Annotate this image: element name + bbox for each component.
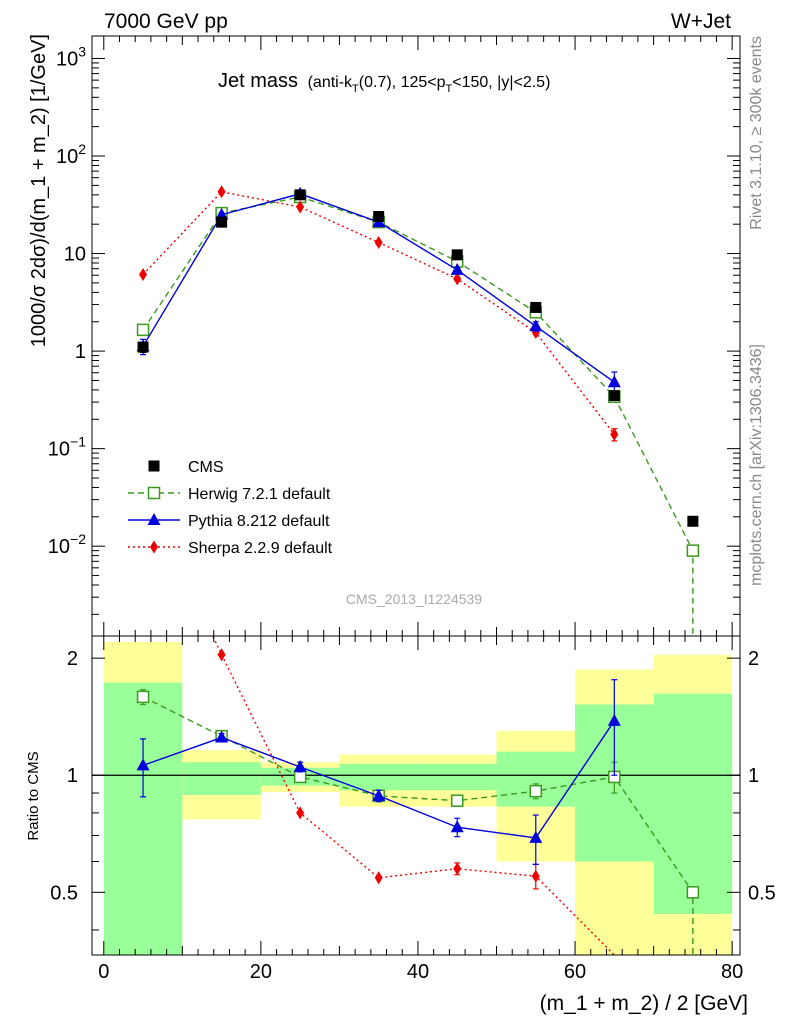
ratio-y-tick-label-right: 1 [748,765,759,787]
cms-marker [608,390,620,402]
legend-cms-marker [148,460,160,472]
title-sub-kt: T [352,83,359,95]
ratio-y-tick-label-left: 1 [67,765,78,787]
title-cuts: (anti-k [308,74,353,91]
herwig-series [136,190,700,636]
main-y-tick-label: 1 [75,341,86,363]
sherpa-marker [374,871,383,885]
mcplots-reference-label: mcplots.cern.ch [arXiv:1306.3436] [748,344,765,586]
ratio-y-tick-label-left: 2 [67,648,78,670]
sherpa-marker [296,200,305,214]
cms-marker [373,210,385,222]
cms-marker [451,249,463,261]
x-tick-label: 20 [250,961,272,983]
cms-series [137,189,699,527]
ratio-panel: 0 20 40 60 80 0.5 0.5 1 1 2 2 Ratio to CMS (m_1 + … [25,635,776,1015]
title-observable: Jet mass [218,70,298,92]
sherpa-marker [296,806,305,820]
uncertainty-band-stat [417,763,497,791]
cms-marker [687,515,699,527]
pythia-marker [450,262,464,275]
cms-marker [216,216,228,228]
sherpa-marker [217,185,226,199]
ratio-y-tick-label-left: 0.5 [50,882,78,904]
legend: CMS Herwig 7.2.1 default Pythia 8.212 defa… [128,459,333,557]
pythia-marker [372,788,386,801]
ratio-y-tick-label-right: 0.5 [748,882,776,904]
pythia-marker [450,820,464,833]
sherpa-marker [139,267,148,281]
ratio-plot-area [92,636,740,955]
legend-cms-label: CMS [188,459,224,476]
pythia-marker [136,758,150,771]
sherpa-marker [453,272,462,286]
herwig-marker [529,784,543,798]
sherpa-line [212,636,615,955]
header-channel: W+Jet [671,10,731,33]
ratio-frame [91,635,741,956]
sherpa-series [139,185,619,442]
pythia-marker [215,730,229,743]
ratio-y-tick-label-right: 2 [748,648,759,670]
herwig-marker [136,323,150,337]
ratio-axes: 0 20 40 60 80 0.5 0.5 1 1 2 2 [50,636,776,983]
main-plot-area [136,185,700,636]
x-tick-label: 40 [407,961,429,983]
ratio-series-group [92,636,740,955]
herwig-line [142,196,694,636]
sherpa-series [212,636,615,955]
main-y-tick-label: 10−2 [48,531,86,558]
main-y-tick-label: 102 [56,141,86,168]
pythia-marker [293,759,307,772]
main-series-group [136,185,700,636]
cms-marker [294,189,306,201]
title-cuts-mid: (0.7), 125<p [359,74,446,91]
uncertainty-band-stat [653,693,733,914]
pythia-marker [607,713,621,726]
herwig-marker [293,770,307,784]
ratio-y-axis-label: Ratio to CMS [25,751,42,840]
title-sub-pt: T [446,83,453,95]
main-y-tick-label: 103 [56,43,86,70]
cms-marker [137,341,149,353]
title-cuts-post: <150, |y|<2.5) [452,74,550,91]
main-y-axis-label: 1000/σ 2dσ)/d(m_1 + m_2) [1/GeV] [28,34,50,347]
herwig-marker [686,886,700,899]
main-title: Jet mass (anti-kT(0.7), 125<pT<150, |y|<… [218,70,550,95]
pythia-marker [607,375,621,388]
legend-pythia-marker [147,513,161,525]
pythia-marker [529,830,543,843]
main-y-tick-label: 10−1 [48,434,86,461]
legend-herwig-marker [147,486,161,500]
uncertainty-band-stat [182,762,261,795]
herwig-marker [686,544,700,557]
legend-herwig-label: Herwig 7.2.1 default [188,486,331,503]
main-y-tick-label: 10 [64,244,86,266]
legend-pythia-label: Pythia 8.212 default [188,513,330,530]
uncertainty-band-stat [103,682,183,955]
pythia-marker [529,319,543,332]
herwig-marker [450,794,464,807]
sherpa-marker [374,235,383,249]
herwig-marker [136,690,150,704]
sherpa-marker [610,427,619,441]
header-process: 7000 GeV pp [104,10,228,33]
rivet-version-label: Rivet 3.1.10, ≥ 300k events [748,36,765,230]
sherpa-marker [531,869,540,883]
legend-sherpa-marker [150,540,158,554]
legend-sherpa-label: Sherpa 2.2.9 default [188,540,333,557]
x-tick-label: 60 [564,961,586,983]
cms-marker [530,301,542,313]
x-axis-label: (m_1 + m_2) / 2 [GeV] [540,992,748,1015]
pythia-series [136,679,621,865]
sherpa-marker [217,648,226,662]
x-tick-label: 80 [721,961,743,983]
main-y-axis: 10−2 10−1 1 10 102 103 [48,36,740,636]
sherpa-marker [453,862,462,876]
watermark: CMS_2013_I1224539 [346,591,482,607]
x-tick-label: 0 [98,961,109,983]
